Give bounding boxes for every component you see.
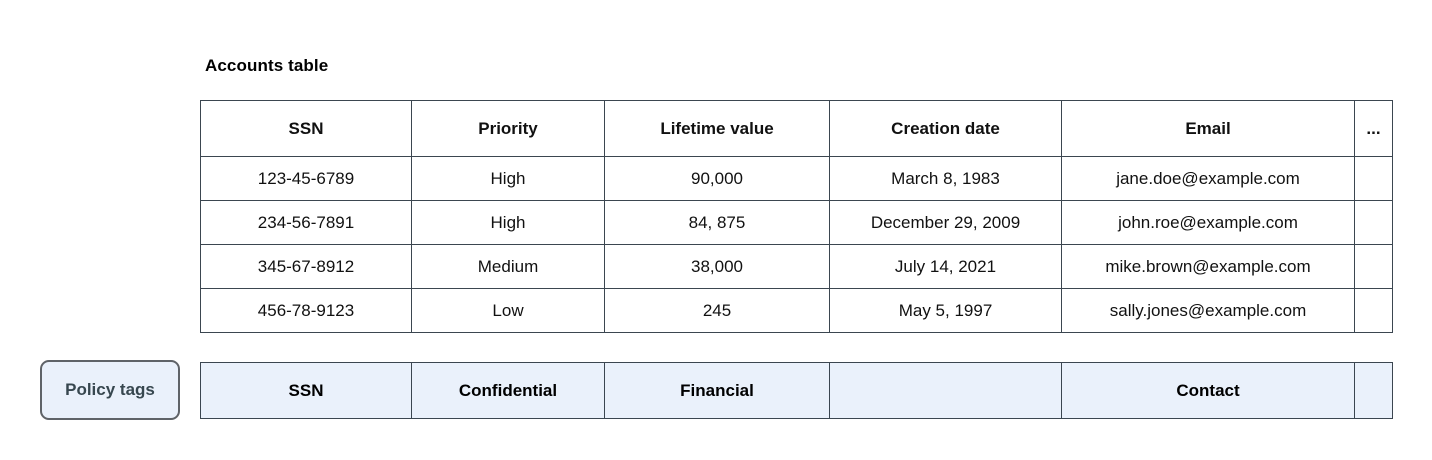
policy-tag-contact: Contact [1061, 362, 1355, 419]
cell-more [1354, 244, 1393, 289]
policy-tag-more-empty [1354, 362, 1393, 419]
table-row: 123-45-6789 High 90,000 March 8, 1983 ja… [200, 156, 1393, 201]
table-row: 345-67-8912 Medium 38,000 July 14, 2021 … [200, 244, 1393, 289]
cell-email: jane.doe@example.com [1061, 156, 1355, 201]
cell-creation-date: March 8, 1983 [829, 156, 1062, 201]
policy-tag-empty [829, 362, 1062, 419]
cell-ssn: 456-78-9123 [200, 288, 412, 333]
cell-priority: High [411, 200, 605, 245]
cell-lifetime-value: 245 [604, 288, 830, 333]
cell-lifetime-value: 84, 875 [604, 200, 830, 245]
policy-tag-ssn: SSN [200, 362, 412, 419]
policy-tags-table: SSN Confidential Financial Contact [200, 362, 1393, 419]
policy-tags-row: SSN Confidential Financial Contact [200, 362, 1393, 419]
cell-priority: High [411, 156, 605, 201]
accounts-table: SSN Priority Lifetime value Creation dat… [200, 100, 1393, 333]
col-header-ssn: SSN [200, 100, 412, 157]
table-row: 234-56-7891 High 84, 875 December 29, 20… [200, 200, 1393, 245]
cell-priority: Low [411, 288, 605, 333]
cell-creation-date: July 14, 2021 [829, 244, 1062, 289]
cell-ssn: 123-45-6789 [200, 156, 412, 201]
col-header-lifetime-value: Lifetime value [604, 100, 830, 157]
cell-lifetime-value: 90,000 [604, 156, 830, 201]
cell-lifetime-value: 38,000 [604, 244, 830, 289]
cell-ssn: 345-67-8912 [200, 244, 412, 289]
cell-more [1354, 156, 1393, 201]
cell-ssn: 234-56-7891 [200, 200, 412, 245]
col-header-priority: Priority [411, 100, 605, 157]
col-header-email: Email [1061, 100, 1355, 157]
header-row: SSN Priority Lifetime value Creation dat… [200, 100, 1393, 157]
col-header-more-columns[interactable]: ... [1354, 100, 1393, 157]
cell-more [1354, 200, 1393, 245]
cell-more [1354, 288, 1393, 333]
table-row: 456-78-9123 Low 245 May 5, 1997 sally.jo… [200, 288, 1393, 333]
col-header-creation-date: Creation date [829, 100, 1062, 157]
cell-email: sally.jones@example.com [1061, 288, 1355, 333]
cell-priority: Medium [411, 244, 605, 289]
cell-email: mike.brown@example.com [1061, 244, 1355, 289]
cell-creation-date: May 5, 1997 [829, 288, 1062, 333]
policy-tag-confidential: Confidential [411, 362, 605, 419]
cell-email: john.roe@example.com [1061, 200, 1355, 245]
policy-tag-financial: Financial [604, 362, 830, 419]
cell-creation-date: December 29, 2009 [829, 200, 1062, 245]
policy-tags-button[interactable]: Policy tags [40, 360, 180, 420]
page-title: Accounts table [205, 56, 329, 75]
